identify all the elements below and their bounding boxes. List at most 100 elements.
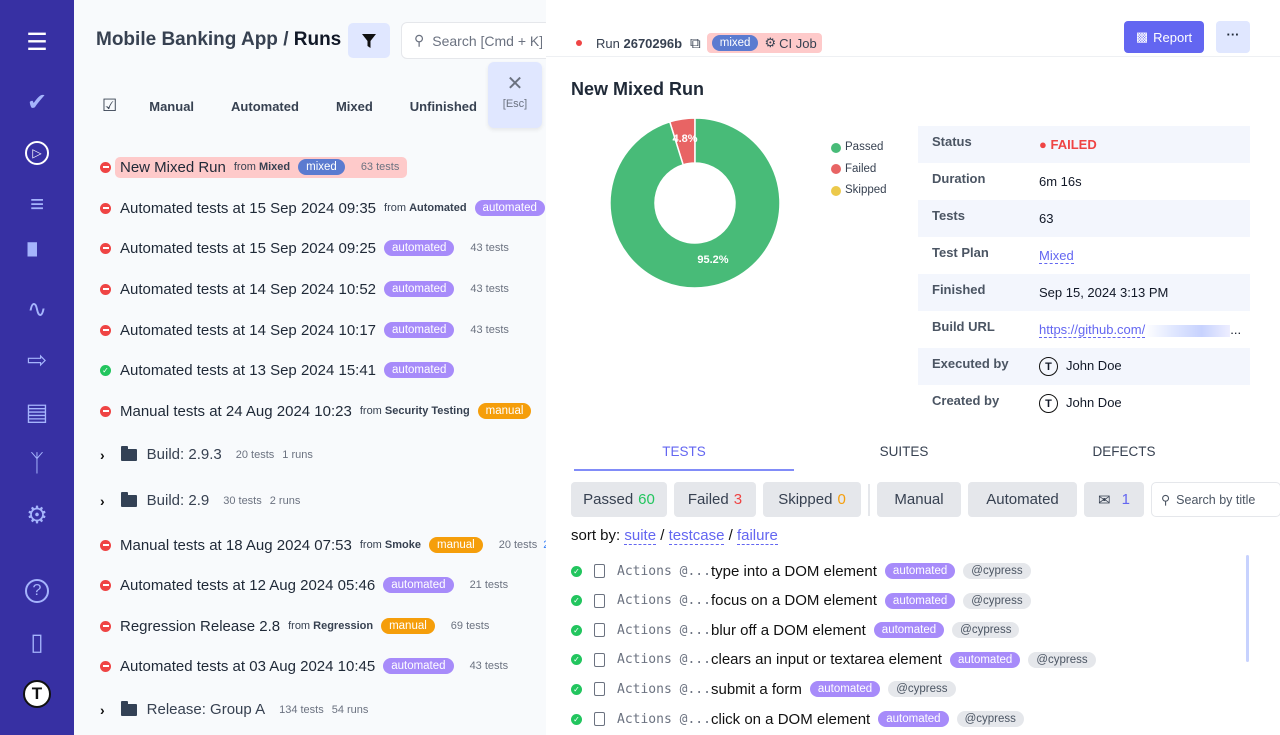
test-suite: Actions @... bbox=[617, 563, 711, 579]
scrollbar[interactable] bbox=[1246, 555, 1249, 662]
chevron-right-icon[interactable]: › bbox=[100, 446, 105, 463]
sidebar-item-menu[interactable]: ☰ bbox=[19, 24, 55, 60]
search-input[interactable] bbox=[432, 32, 543, 49]
legend-passed[interactable]: Passed bbox=[831, 137, 887, 159]
sidebar-item-gear[interactable]: ⚙ bbox=[19, 497, 55, 533]
filter-button[interactable] bbox=[348, 23, 390, 58]
test-row[interactable]: ✓ Actions @... clears an input or textarea… bbox=[571, 649, 1096, 671]
runs-panel: Mobile Banking App / Runs ⚲ ☑ Manual Aut… bbox=[74, 0, 546, 735]
filter-tab-mixed[interactable]: Mixed bbox=[335, 98, 373, 114]
run-item[interactable]: Automated tests at 14 Sep 2024 10:17 auto… bbox=[100, 318, 509, 342]
detail-value: Sep 15, 2024 3:13 PM bbox=[1039, 285, 1168, 300]
chevron-right-icon[interactable]: › bbox=[100, 492, 105, 509]
search-box[interactable]: ⚲ bbox=[401, 22, 546, 59]
run-header: Run 2670296b ⧉ mixed ⚙ CI Job ▩ Report ··· bbox=[546, 0, 1280, 57]
legend-failed[interactable]: Failed bbox=[831, 159, 887, 181]
passed-status-icon: ✓ bbox=[571, 683, 582, 695]
group-title: Release: Group A bbox=[146, 701, 266, 718]
results-donut-chart: 95.2% 4.8% bbox=[609, 117, 781, 289]
label-tag: @cypress bbox=[1028, 651, 1096, 668]
test-search-input[interactable] bbox=[1152, 483, 1280, 516]
run-group[interactable]: › Build: 2.9 30 tests 2 runs bbox=[100, 491, 300, 509]
sidebar-item-help[interactable]: ? bbox=[19, 573, 55, 609]
sidebar-item-import[interactable]: ⇨ bbox=[19, 342, 55, 378]
tab-suites[interactable]: SUITES bbox=[879, 444, 929, 459]
sidebar-item-list-check[interactable]: ≡ bbox=[19, 187, 55, 223]
test-row[interactable]: ✓ Actions @... click on a DOM element autom… bbox=[571, 708, 1024, 730]
comment-alert-icon: ✉ bbox=[1098, 491, 1111, 509]
bar-chart-icon: ▩ bbox=[1135, 29, 1149, 44]
filter-tab-manual[interactable]: Manual bbox=[149, 98, 195, 114]
sort-suite[interactable]: suite bbox=[624, 527, 657, 545]
filter-chip-skipped[interactable]: Skipped 0 bbox=[763, 482, 861, 517]
sidebar-item-folders[interactable]: ▯ bbox=[19, 624, 55, 660]
test-count: 21 tests bbox=[469, 579, 509, 591]
run-item[interactable]: Automated tests at 15 Sep 2024 09:35 from… bbox=[100, 196, 545, 220]
tab-defects[interactable]: DEFECTS bbox=[1092, 444, 1156, 459]
test-row[interactable]: ✓ Actions @... submit a form automated @cypr… bbox=[571, 678, 956, 700]
tab-tests[interactable]: TESTS bbox=[574, 444, 794, 471]
check-icon: ✔ bbox=[26, 88, 48, 116]
run-item[interactable]: ✓ Automated tests at 13 Sep 2024 15:41 aut… bbox=[100, 358, 455, 382]
run-item[interactable]: Manual tests at 18 Aug 2024 07:53 from Sm… bbox=[100, 533, 546, 557]
donut-slice-passed[interactable] bbox=[609, 117, 781, 289]
run-item[interactable]: Regression Release 2.8 from Regression man… bbox=[100, 614, 489, 638]
filter-tab-automated[interactable]: Automated bbox=[231, 98, 299, 114]
test-row[interactable]: ✓ Actions @... blur off a DOM element autom… bbox=[571, 619, 1020, 641]
group-title: Build: 2.9 bbox=[146, 492, 210, 509]
run-item[interactable]: Manual tests at 24 Aug 2024 10:23 from Se… bbox=[100, 399, 546, 423]
detail-value: https://github.com/... bbox=[1039, 322, 1242, 338]
filter-chip-automated[interactable]: Automated bbox=[968, 482, 1077, 517]
clipboard-icon bbox=[594, 712, 605, 726]
run-badges: mixed ⚙ CI Job bbox=[706, 33, 822, 53]
close-filters-button[interactable]: ✕ [Esc] bbox=[488, 62, 542, 128]
test-count: 69 tests bbox=[450, 620, 490, 632]
run-group[interactable]: › Release: Group A 134 tests 54 runs bbox=[100, 700, 368, 718]
more-button[interactable]: ··· bbox=[1216, 21, 1250, 53]
run-type-tag: automated bbox=[384, 362, 455, 378]
run-id: Run 2670296b ⧉ mixed ⚙ CI Job bbox=[576, 33, 822, 53]
breadcrumb-project[interactable]: Mobile Banking App bbox=[96, 29, 278, 50]
sort-testcase[interactable]: testcase bbox=[668, 527, 725, 545]
run-item[interactable]: Automated tests at 14 Sep 2024 10:52 auto… bbox=[100, 277, 509, 301]
sidebar-item-check[interactable]: ✔ bbox=[19, 84, 55, 120]
search-icon: ⚲ bbox=[414, 32, 425, 48]
run-group[interactable]: › Build: 2.9.3 20 tests 1 runs bbox=[100, 445, 313, 463]
sidebar-item-branch[interactable]: ᛉ bbox=[19, 446, 55, 482]
test-row[interactable]: ✓ Actions @... type into a DOM element auto… bbox=[571, 560, 1031, 582]
legend-skipped[interactable]: Skipped bbox=[831, 180, 887, 202]
chip-label: Passed bbox=[583, 491, 634, 508]
run-label: Run bbox=[596, 35, 620, 51]
run-item[interactable]: Automated tests at 12 Aug 2024 05:46 auto… bbox=[100, 573, 508, 597]
filter-chip-comments[interactable]: ✉ 1 bbox=[1084, 482, 1144, 517]
chip-count: 0 bbox=[837, 491, 846, 508]
failed-status-icon bbox=[100, 242, 111, 254]
type-tag: automated bbox=[809, 681, 881, 698]
filter-chip-failed[interactable]: Failed 3 bbox=[674, 482, 756, 517]
sort-failure[interactable]: failure bbox=[736, 527, 778, 545]
sidebar-item-steps[interactable]: ▘ bbox=[19, 239, 55, 275]
test-plan-link[interactable]: Mixed bbox=[1039, 248, 1074, 264]
sidebar-item-pulse[interactable]: ∿ bbox=[19, 291, 55, 327]
run-item[interactable]: Automated tests at 15 Sep 2024 09:25 auto… bbox=[100, 236, 509, 260]
sidebar-item-chart[interactable]: ▤ bbox=[19, 394, 55, 430]
test-count: 43 tests bbox=[469, 660, 509, 672]
chevron-right-icon[interactable]: › bbox=[100, 701, 105, 718]
run-item[interactable]: Automated tests at 03 Aug 2024 10:45 auto… bbox=[100, 654, 508, 678]
test-row[interactable]: ✓ Actions @... focus on a DOM element autom… bbox=[571, 590, 1031, 612]
test-filter-chips: Passed 60 Failed 3 Skipped 0 Manual Automated ✉ 1… bbox=[571, 482, 1280, 517]
folder-icon bbox=[120, 491, 137, 507]
detail-key: Tests bbox=[932, 208, 965, 223]
copy-icon[interactable]: ⧉ bbox=[690, 34, 701, 52]
sidebar-item-play-circle[interactable]: ▷ bbox=[19, 135, 55, 171]
select-all-icon[interactable]: ☑ bbox=[102, 96, 118, 115]
filter-chip-manual[interactable]: Manual bbox=[877, 482, 961, 517]
test-search-box[interactable]: ⚲ Search by title bbox=[1151, 482, 1280, 517]
folder-icon bbox=[120, 700, 137, 716]
filter-tab-unfinished[interactable]: Unfinished bbox=[409, 98, 477, 114]
build-url-link[interactable]: https://github.com/ bbox=[1039, 322, 1146, 338]
sidebar-item-logo[interactable]: T bbox=[19, 676, 55, 712]
report-button[interactable]: ▩ Report bbox=[1124, 21, 1204, 53]
run-item[interactable]: New Mixed Run from Mixed mixed 63 tests bbox=[100, 155, 408, 179]
filter-chip-passed[interactable]: Passed 60 bbox=[571, 482, 667, 517]
